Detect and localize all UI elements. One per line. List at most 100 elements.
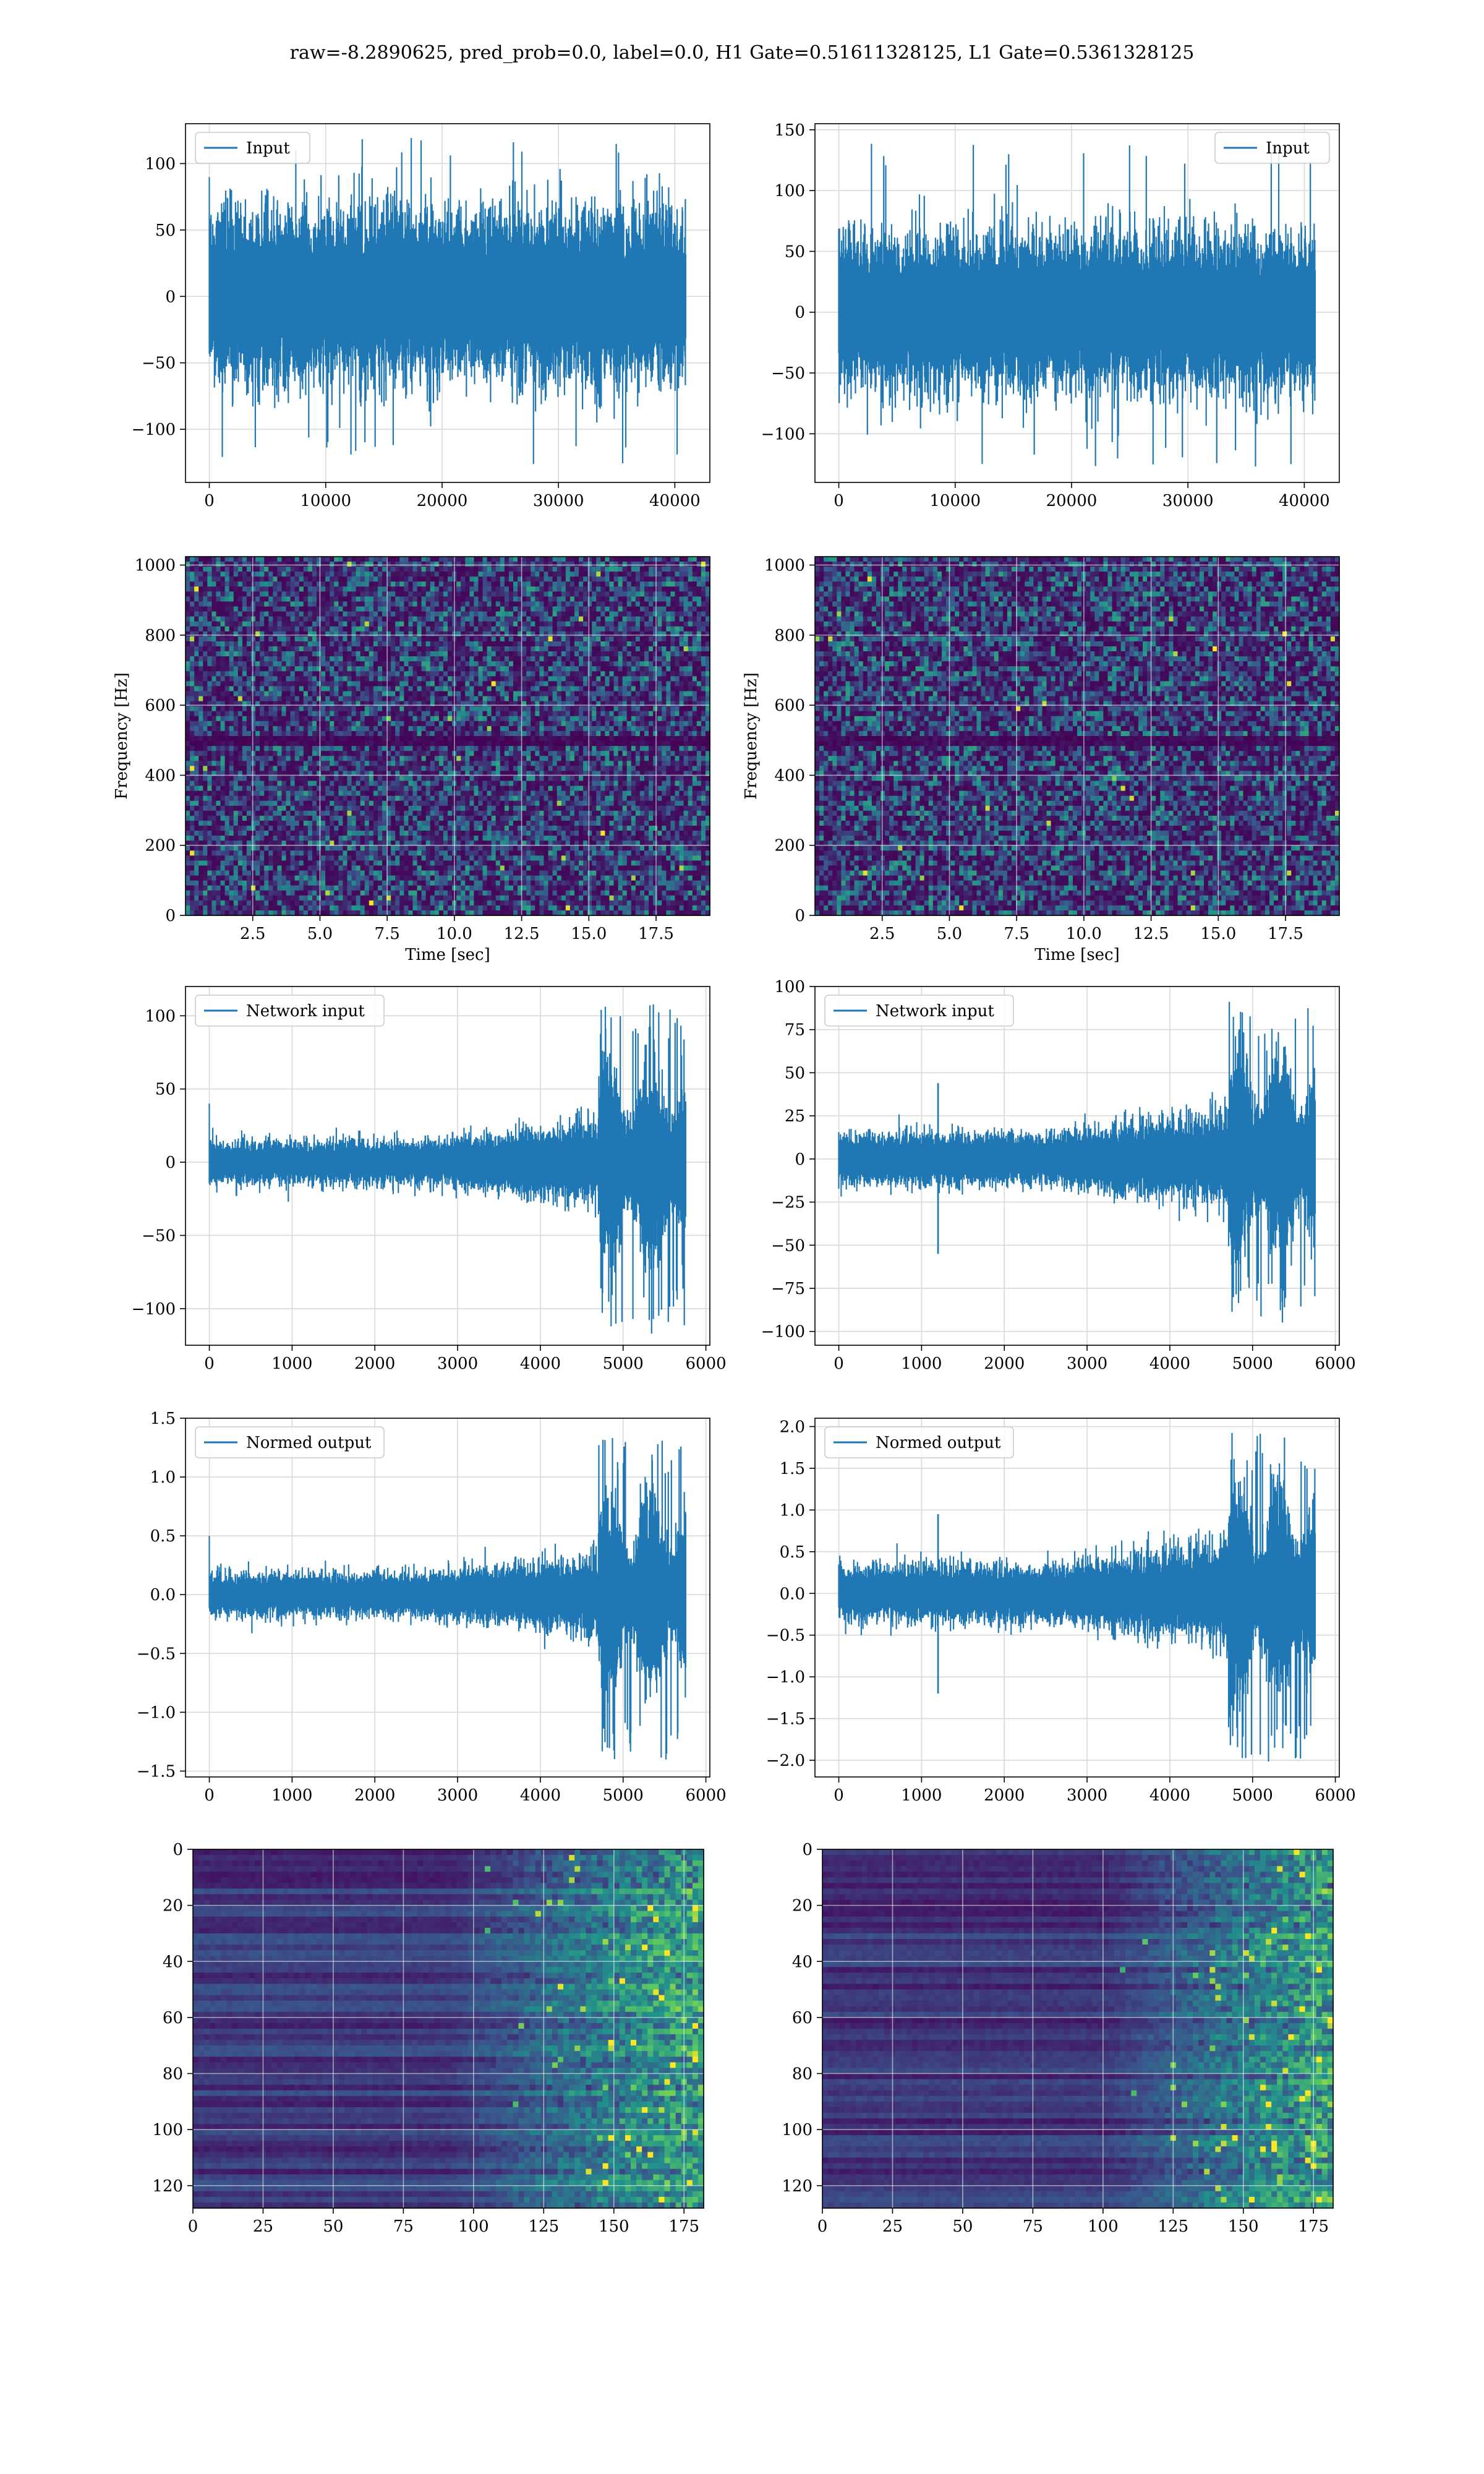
heatmap-cell xyxy=(469,641,474,647)
heatmap-cell xyxy=(570,617,575,622)
heatmap-cell xyxy=(325,666,330,672)
heatmap-cell xyxy=(194,731,199,737)
heatmap-cell xyxy=(500,641,505,647)
heatmap-cell xyxy=(234,567,239,572)
heatmap-cell xyxy=(618,631,623,637)
heatmap-cell xyxy=(592,681,597,687)
heatmap-cell xyxy=(539,736,544,742)
heatmap-cell xyxy=(587,627,592,632)
heatmap-cell xyxy=(443,562,448,567)
heatmap-cell xyxy=(640,691,645,697)
heatmap-cell xyxy=(347,671,352,677)
heatmap-cell xyxy=(526,646,531,652)
heatmap-cell xyxy=(469,716,474,722)
heatmap-cell xyxy=(321,627,326,632)
heatmap-cell xyxy=(260,602,265,607)
heatmap-cell xyxy=(198,716,203,722)
heatmap-cell xyxy=(649,586,654,592)
heatmap-cell xyxy=(544,656,548,662)
heatmap-cell xyxy=(408,636,413,642)
heatmap-cell xyxy=(356,617,361,622)
heatmap-cell xyxy=(308,581,313,587)
heatmap-cell xyxy=(531,591,535,597)
heatmap-cell xyxy=(675,631,680,637)
heatmap-cell xyxy=(496,656,501,662)
heatmap-cell xyxy=(631,571,636,577)
heatmap-cell xyxy=(657,607,662,612)
heatmap-cell xyxy=(395,631,400,637)
heatmap-cell xyxy=(456,676,461,682)
heatmap-cell xyxy=(570,586,575,592)
heatmap-cell xyxy=(531,557,535,562)
heatmap-cell xyxy=(291,651,296,657)
heatmap-cell xyxy=(360,612,365,617)
heatmap-cell xyxy=(688,631,693,637)
heatmap-cell xyxy=(544,602,548,607)
heatmap-cell xyxy=(553,691,558,697)
heatmap-cell xyxy=(238,676,243,682)
heatmap-cell xyxy=(360,607,365,612)
heatmap-cell xyxy=(242,731,247,737)
heatmap-cell xyxy=(277,646,282,652)
heatmap-cell xyxy=(365,716,370,722)
heatmap-cell xyxy=(553,596,558,602)
heatmap-cell xyxy=(548,631,553,637)
heatmap-cell xyxy=(474,666,479,672)
heatmap-cell xyxy=(448,681,453,687)
heatmap-cell xyxy=(211,746,216,751)
heatmap-cell xyxy=(338,701,343,707)
heatmap-cell xyxy=(557,602,562,607)
heatmap-cell xyxy=(548,656,553,662)
heatmap-cell xyxy=(190,646,195,652)
heatmap-cell xyxy=(544,701,548,707)
heatmap-cell xyxy=(321,696,326,702)
heatmap-cell xyxy=(526,681,531,687)
heatmap-cell xyxy=(688,591,693,597)
heatmap-cell xyxy=(435,746,440,751)
heatmap-cell xyxy=(216,646,221,652)
heatmap-cell xyxy=(234,607,239,612)
heatmap-cell xyxy=(636,676,641,682)
heatmap-cell xyxy=(203,721,208,727)
heatmap-cell xyxy=(198,676,203,682)
heatmap-cell xyxy=(399,631,404,637)
heatmap-cell xyxy=(211,571,216,577)
heatmap-cell xyxy=(225,581,230,587)
heatmap-cell xyxy=(509,636,514,642)
heatmap-cell xyxy=(500,656,505,662)
heatmap-cell xyxy=(644,567,649,572)
heatmap-cell xyxy=(653,731,658,737)
heatmap-cell xyxy=(492,661,497,667)
heatmap-cell xyxy=(570,636,575,642)
heatmap-cell xyxy=(492,671,497,677)
heatmap-cell xyxy=(190,716,195,722)
heatmap-cell xyxy=(299,607,304,612)
heatmap-cell xyxy=(623,756,628,761)
heatmap-cell xyxy=(352,691,357,697)
heatmap-cell xyxy=(583,581,588,587)
heatmap-cell xyxy=(369,696,374,702)
heatmap-cell xyxy=(308,686,313,691)
heatmap-cell xyxy=(496,751,501,756)
heatmap-cell xyxy=(286,636,291,642)
heatmap-cell xyxy=(234,586,239,592)
heatmap-cell xyxy=(260,701,265,707)
heatmap-cell xyxy=(207,617,212,622)
heatmap-cell xyxy=(662,576,667,582)
heatmap-cell xyxy=(583,602,588,607)
heatmap-cell xyxy=(194,736,199,742)
heatmap-cell xyxy=(395,741,400,747)
heatmap-cell xyxy=(299,731,304,737)
heatmap-cell xyxy=(255,607,260,612)
heatmap-cell xyxy=(365,586,370,592)
heatmap-cell xyxy=(211,631,216,637)
heatmap-cell xyxy=(395,691,400,697)
heatmap-cell xyxy=(509,721,514,727)
heatmap-cell xyxy=(408,686,413,691)
heatmap-cell xyxy=(496,591,501,597)
heatmap-cell xyxy=(417,586,422,592)
heatmap-cell xyxy=(417,731,422,737)
heatmap-cell xyxy=(281,651,286,657)
heatmap-cell xyxy=(194,716,199,722)
heatmap-cell xyxy=(435,741,440,747)
